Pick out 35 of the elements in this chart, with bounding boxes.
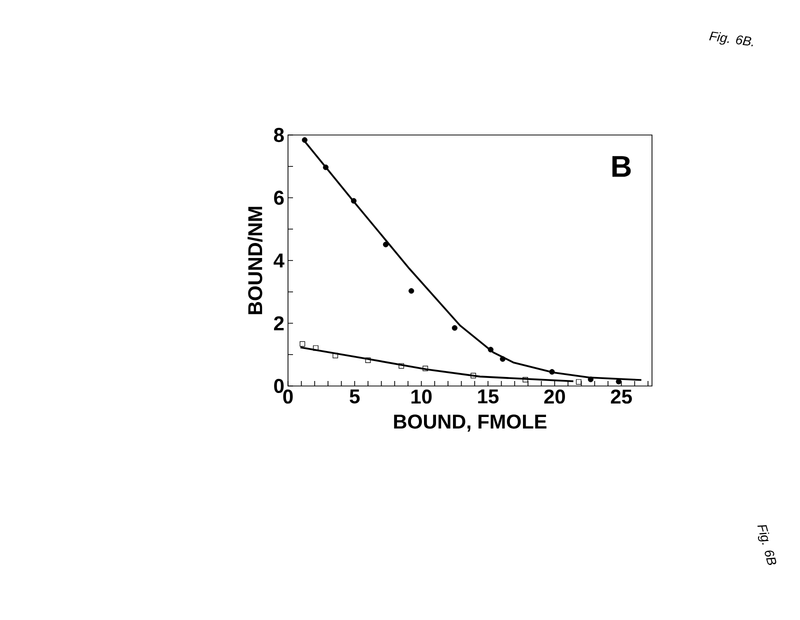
point: [322, 164, 329, 170]
point: [576, 379, 582, 385]
point: [398, 363, 404, 369]
x-tick-label: 0: [283, 390, 293, 404]
x-tick-label: 5: [350, 390, 360, 404]
point: [522, 377, 528, 382]
caption: Fig. 6B: [757, 525, 776, 565]
point: [588, 376, 594, 382]
point: [452, 325, 458, 331]
point: [332, 352, 338, 358]
annotation: B: [612, 156, 631, 177]
point: [350, 198, 357, 204]
y-tick-label: 8: [274, 128, 284, 142]
point: [488, 346, 494, 352]
point: [302, 137, 308, 143]
y-tick-label: 4: [274, 254, 284, 268]
point: [300, 341, 306, 347]
point: [365, 358, 371, 363]
point: [313, 345, 318, 351]
y-tick-label: 6: [274, 190, 284, 205]
y-axis-title: BOUND/NM: [248, 206, 262, 314]
y-tick-label: 0: [274, 378, 284, 394]
point: [422, 366, 428, 372]
point: [549, 369, 555, 375]
x-tick-label: 20: [544, 390, 565, 404]
x-tick-label: 25: [610, 390, 632, 404]
caption: Fig. 6B.: [709, 32, 753, 46]
x-axis-title: BOUND, FMOLE: [394, 414, 546, 432]
x-tick-label: 10: [411, 390, 432, 404]
x-tick-label: 15: [478, 390, 499, 404]
point: [500, 356, 506, 362]
point: [382, 242, 389, 248]
y-tick-label: 2: [274, 316, 284, 330]
point: [470, 372, 476, 378]
point: [408, 288, 414, 294]
